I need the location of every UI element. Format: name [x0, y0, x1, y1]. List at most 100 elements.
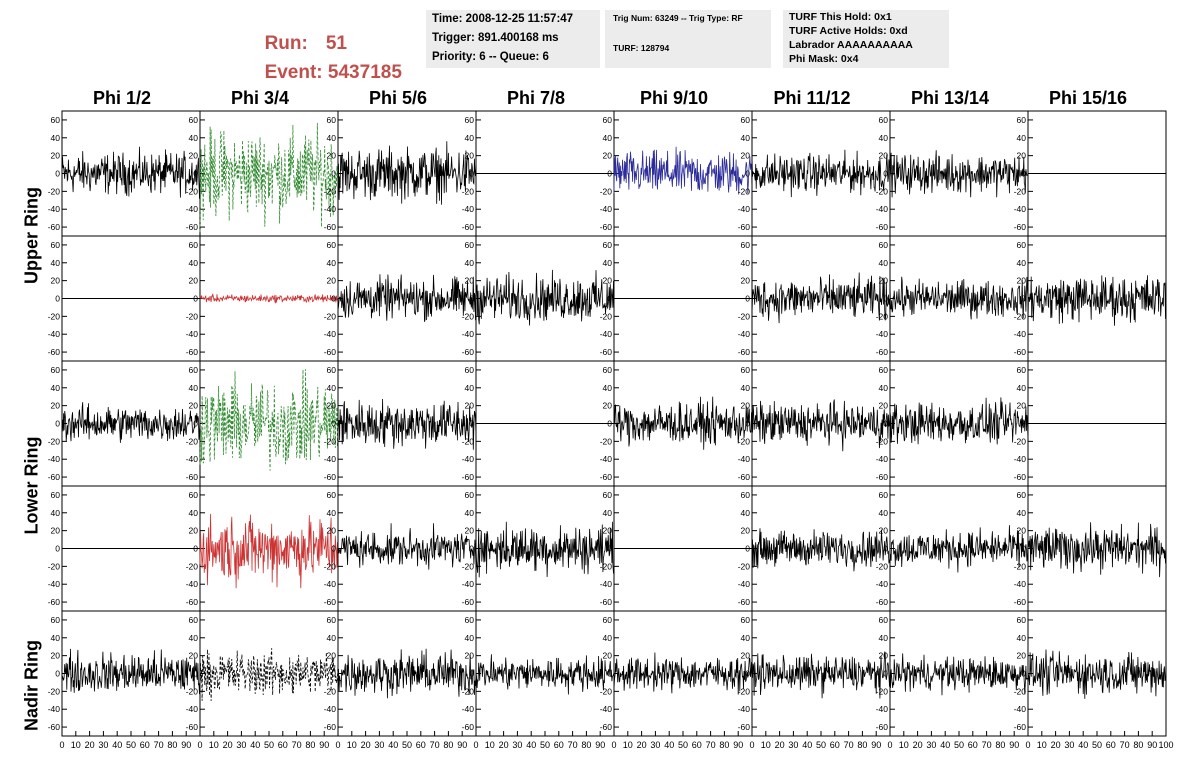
y-tick-label: 0 — [193, 544, 198, 554]
y-tick-label: 60 — [465, 240, 475, 250]
y-tick-label: 40 — [465, 508, 475, 518]
y-tick-label: -40 — [1014, 704, 1027, 714]
y-tick-label: -20 — [324, 686, 337, 696]
x-tick-label: 60 — [554, 740, 564, 750]
x-tick-label: 10 — [899, 740, 909, 750]
waveform-trace — [751, 149, 891, 198]
y-tick-label: -60 — [1014, 222, 1027, 232]
y-tick-label: 0 — [607, 294, 612, 304]
y-tick-label: -20 — [1014, 186, 1027, 196]
y-tick-label: -60 — [738, 722, 751, 732]
labrador-text: Labrador AAAAAAAAAA — [789, 39, 913, 51]
x-tick-label: 90 — [1147, 740, 1157, 750]
x-tick-label: 30 — [1064, 740, 1074, 750]
x-tick-label: 70 — [982, 740, 992, 750]
y-tick-label: -60 — [876, 347, 889, 357]
x-tick-label: 20 — [913, 740, 923, 750]
x-tick-label: 0 — [59, 740, 64, 750]
y-tick-label: -40 — [324, 704, 337, 714]
y-tick-label: 20 — [465, 276, 475, 286]
y-tick-label: 60 — [189, 365, 199, 375]
x-tick-label: 50 — [126, 740, 136, 750]
waveform-trace — [475, 654, 615, 695]
y-tick-label: 20 — [51, 151, 61, 161]
y-tick-label: -40 — [738, 454, 751, 464]
y-tick-label: -20 — [876, 561, 889, 571]
y-tick-label: -40 — [876, 579, 889, 589]
y-tick-label: 20 — [1017, 651, 1027, 661]
y-tick-label: 20 — [327, 526, 337, 536]
y-tick-label: 20 — [51, 401, 61, 411]
y-tick-label: 0 — [193, 669, 198, 679]
waveform-trace — [475, 521, 615, 578]
y-tick-label: -40 — [738, 704, 751, 714]
y-tick-label: 40 — [603, 508, 613, 518]
y-tick-label: -20 — [1014, 436, 1027, 446]
y-tick-label: 40 — [1017, 383, 1027, 393]
y-tick-label: 0 — [331, 169, 336, 179]
y-tick-label: 0 — [883, 544, 888, 554]
x-tick-label: 20 — [499, 740, 509, 750]
x-tick-label: 50 — [1092, 740, 1102, 750]
y-tick-label: 20 — [189, 401, 199, 411]
y-tick-label: -60 — [876, 722, 889, 732]
y-tick-label: 60 — [741, 115, 751, 125]
y-tick-label: -20 — [186, 561, 199, 571]
y-tick-label: 20 — [879, 276, 889, 286]
column-header-phi-5-6: Phi 5/6 — [368, 88, 428, 108]
y-tick-label: -40 — [186, 329, 199, 339]
y-tick-label: 60 — [189, 490, 199, 500]
waveform-trace — [751, 651, 891, 699]
y-tick-label: -40 — [462, 579, 475, 589]
y-tick-label: -20 — [324, 561, 337, 571]
y-tick-label: 20 — [51, 651, 61, 661]
x-tick-label: 30 — [98, 740, 108, 750]
y-tick-label: -40 — [600, 704, 613, 714]
y-tick-label: 60 — [51, 615, 61, 625]
y-tick-label: 20 — [327, 401, 337, 411]
y-tick-label: 40 — [603, 258, 613, 268]
waveform-trace — [889, 397, 1029, 445]
y-tick-label: 40 — [51, 383, 61, 393]
waveform-trace — [337, 523, 477, 570]
y-tick-label: 60 — [327, 490, 337, 500]
y-tick-label: 60 — [465, 115, 475, 125]
x-tick-label: 90 — [595, 740, 605, 750]
y-tick-label: -60 — [1014, 347, 1027, 357]
x-tick-label: 70 — [430, 740, 440, 750]
y-tick-label: 40 — [603, 383, 613, 393]
y-tick-label: 40 — [51, 133, 61, 143]
y-tick-label: 0 — [331, 544, 336, 554]
y-tick-label: 0 — [55, 544, 60, 554]
y-tick-label: -20 — [600, 186, 613, 196]
y-tick-label: -60 — [738, 472, 751, 482]
y-tick-label: 0 — [55, 419, 60, 429]
x-tick-label: 20 — [1051, 740, 1061, 750]
y-tick-label: -40 — [876, 454, 889, 464]
x-tick-label: 10 — [347, 740, 357, 750]
y-tick-label: -40 — [324, 579, 337, 589]
y-tick-label: -60 — [186, 347, 199, 357]
x-tick-label: 30 — [512, 740, 522, 750]
y-tick-label: -40 — [1014, 454, 1027, 464]
time-info-box: Time: 2008-12-25 11:57:47 Trigger: 891.4… — [426, 10, 600, 68]
run-label: Run: — [264, 33, 308, 54]
y-tick-label: 40 — [1017, 258, 1027, 268]
waveform-trace — [337, 398, 477, 450]
y-tick-label: 0 — [55, 294, 60, 304]
y-tick-label: 60 — [1017, 240, 1027, 250]
y-tick-label: -40 — [600, 329, 613, 339]
y-tick-label: 60 — [603, 365, 613, 375]
y-tick-label: -60 — [48, 722, 61, 732]
y-tick-label: 40 — [189, 258, 199, 268]
y-tick-label: 20 — [741, 526, 751, 536]
y-tick-label: -40 — [186, 579, 199, 589]
y-tick-label: -20 — [876, 686, 889, 696]
y-tick-label: -40 — [462, 454, 475, 464]
y-tick-label: 40 — [741, 133, 751, 143]
y-tick-label: 40 — [189, 133, 199, 143]
y-tick-label: 20 — [465, 401, 475, 411]
y-tick-label: -20 — [462, 686, 475, 696]
waveform-trace — [199, 122, 339, 233]
